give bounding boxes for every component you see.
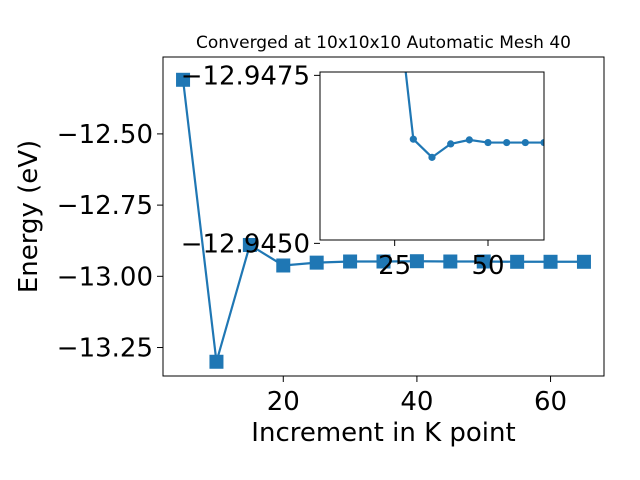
inset-data-point [428,153,436,161]
inset-data-point [540,138,544,147]
data-point [476,254,491,269]
x-tick-label: 20 [267,387,300,417]
x-tick-label: 60 [534,387,567,417]
data-point [543,254,558,269]
y-tick-label: −12.75 [57,191,153,221]
inset-x-ticks: 25 50 [378,240,505,281]
inset-data-point [447,140,455,148]
y-axis-label: Energy (eV) [14,140,44,293]
data-point [376,254,391,269]
x-tick-label: 40 [400,387,433,417]
inset-y-ticks: −12.9475 −12.9450 [181,61,320,259]
main-x-ticks: 20 40 60 [267,376,567,417]
data-point [176,72,191,87]
main-series [176,72,591,369]
data-point [343,254,358,269]
x-axis-label: Increment in K point [251,418,515,448]
inset-series [404,72,544,161]
inset-y-tick-label: −12.9450 [181,229,310,259]
inset-plot-frame [319,71,545,241]
data-point [409,254,424,269]
y-tick-label: −13.25 [57,334,153,364]
inset-y-tick-label: −12.9475 [181,61,310,91]
y-tick-label: −13.00 [57,262,153,292]
y-tick-label: −12.50 [57,120,153,150]
data-point [510,254,525,269]
chart-title: Converged at 10x10x10 Automatic Mesh 40 [196,33,571,53]
inset-data-point [521,138,529,147]
inset-data-point [503,138,511,147]
main-plot-frame [162,56,605,377]
data-point [209,354,224,369]
main-y-ticks: −12.50 −12.75 −13.00 −13.25 [57,120,163,364]
inset-axes: −12.9475 −12.9450 25 50 [181,61,545,281]
inset-x-tick-label: 50 [471,251,504,281]
inset-x-tick-label: 25 [378,251,411,281]
inset-data-point [409,135,417,143]
inset-data-point [484,138,492,147]
data-point [576,254,591,269]
data-point [242,237,257,252]
data-point [309,255,324,270]
data-point [276,258,291,273]
data-point [443,254,458,269]
inset-data-point [465,136,473,144]
main-axes: −12.50 −12.75 −13.00 −13.25 20 40 60 Converge… [14,33,605,448]
